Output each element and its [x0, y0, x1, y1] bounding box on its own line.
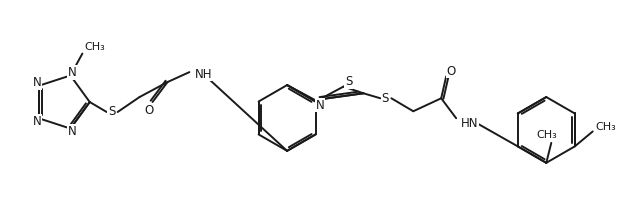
- Text: O: O: [446, 65, 456, 78]
- Text: N: N: [68, 125, 77, 138]
- Text: S: S: [345, 75, 352, 88]
- Text: NH: NH: [195, 68, 212, 81]
- Text: N: N: [316, 99, 324, 111]
- Text: N: N: [33, 115, 42, 128]
- Text: HN: HN: [461, 117, 479, 130]
- Text: CH₃: CH₃: [596, 122, 616, 132]
- Text: S: S: [382, 92, 389, 105]
- Text: N: N: [33, 76, 42, 89]
- Text: N: N: [68, 66, 77, 79]
- Text: CH₃: CH₃: [84, 42, 105, 51]
- Text: CH₃: CH₃: [536, 130, 557, 140]
- Text: O: O: [144, 104, 153, 118]
- Text: S: S: [108, 106, 115, 118]
